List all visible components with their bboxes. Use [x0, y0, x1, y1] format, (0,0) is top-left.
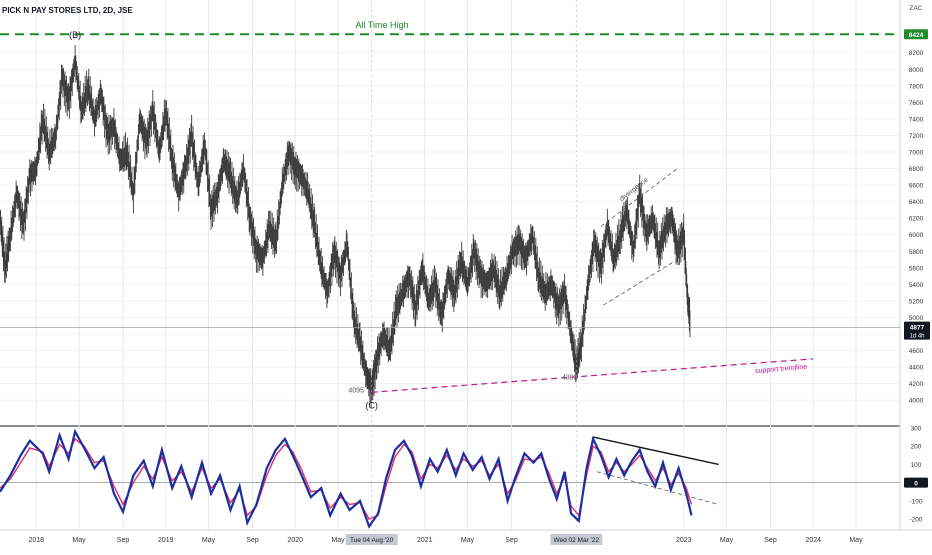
- y-tick-label: 6000: [909, 232, 924, 239]
- y-tick-label: 4200: [909, 381, 924, 388]
- x-tick-label: Sep: [764, 537, 777, 544]
- x-tick-label: May: [461, 537, 475, 544]
- last-price-badge: [904, 321, 930, 340]
- all-time-high-label: All Time High: [355, 20, 408, 30]
- osc-fast-line: [0, 428, 693, 529]
- ath-badge-text: 8424: [909, 32, 924, 39]
- divergence-upper-line: [600, 168, 678, 227]
- y-tick-label: 7800: [909, 83, 924, 90]
- y-tick-label: 7400: [909, 116, 924, 123]
- y-tick-label: 6400: [909, 199, 924, 206]
- x-tick-label: 2020: [287, 537, 303, 544]
- last-price-text: 4877: [910, 325, 925, 332]
- symbol-title: PICK N PAY STORES LTD, 2D, JSE: [2, 6, 133, 15]
- x-tick-label: May: [849, 537, 863, 544]
- x-tick-label: 2019: [158, 537, 174, 544]
- crosshair-label: Tue 04 Aug '20: [350, 537, 394, 544]
- y-tick-label: 5800: [909, 249, 924, 256]
- crosshair-label-box: [550, 534, 603, 545]
- x-tick-label: 2021: [417, 537, 433, 544]
- x-tick-label: May: [720, 537, 734, 544]
- price-label: (B): [69, 30, 81, 40]
- x-tick-label: Sep: [246, 537, 259, 544]
- price-label: 4095: [348, 387, 364, 394]
- y-tick-label: 4000: [909, 398, 924, 405]
- y-tick-label: 6200: [909, 216, 924, 223]
- osc-zero-text: 0: [914, 481, 918, 488]
- osc-divergence-upper: [592, 436, 719, 466]
- osc-y-tick-label: 200: [911, 444, 922, 451]
- support-trendline: [371, 358, 814, 393]
- x-tick-label: 2024: [805, 537, 821, 544]
- osc-y-tick-label: 300: [911, 426, 922, 433]
- x-tick-label: Sep: [505, 537, 518, 544]
- currency-label: ZAC: [910, 5, 923, 12]
- osc-zero-badge: [904, 477, 928, 488]
- divergence-lower-line: [603, 259, 678, 306]
- x-tick-label: May: [202, 537, 216, 544]
- y-tick-label: 6600: [909, 183, 924, 190]
- osc-y-tick-label: 100: [911, 462, 922, 469]
- osc-y-tick-label: -100: [909, 498, 922, 505]
- x-tick-label: Sep: [117, 537, 130, 544]
- osc-y-tick-label: -200: [909, 517, 922, 524]
- countdown-text: 1d 4h: [909, 334, 924, 340]
- osc-slow-line: [0, 437, 693, 520]
- y-tick-label: 7200: [909, 133, 924, 140]
- x-tick-label: May: [72, 537, 86, 544]
- ath-badge: [904, 29, 928, 40]
- price-label: 4302: [562, 375, 578, 382]
- y-tick-label: 5000: [909, 315, 924, 322]
- x-tick-label: 2018: [28, 537, 44, 544]
- crosshair-label: Wed 02 Mar '22: [553, 537, 599, 544]
- y-tick-label: 7000: [909, 150, 924, 157]
- y-tick-label: 8000: [909, 67, 924, 74]
- x-tick-label: 2023: [676, 537, 692, 544]
- osc-divergence-lower: [596, 471, 719, 505]
- y-tick-label: 5600: [909, 265, 924, 272]
- y-tick-label: 6800: [909, 166, 924, 173]
- y-tick-label: 5400: [909, 282, 924, 289]
- crosshair-label-box: [345, 534, 398, 545]
- y-tick-label: 4600: [909, 348, 924, 355]
- y-tick-label: 5200: [909, 298, 924, 305]
- support-trendline-label: support trendline: [755, 364, 808, 376]
- y-tick-label: 4400: [909, 365, 924, 372]
- x-tick-label: May: [331, 537, 345, 544]
- y-tick-label: 8200: [909, 50, 924, 57]
- y-tick-label: 7600: [909, 100, 924, 107]
